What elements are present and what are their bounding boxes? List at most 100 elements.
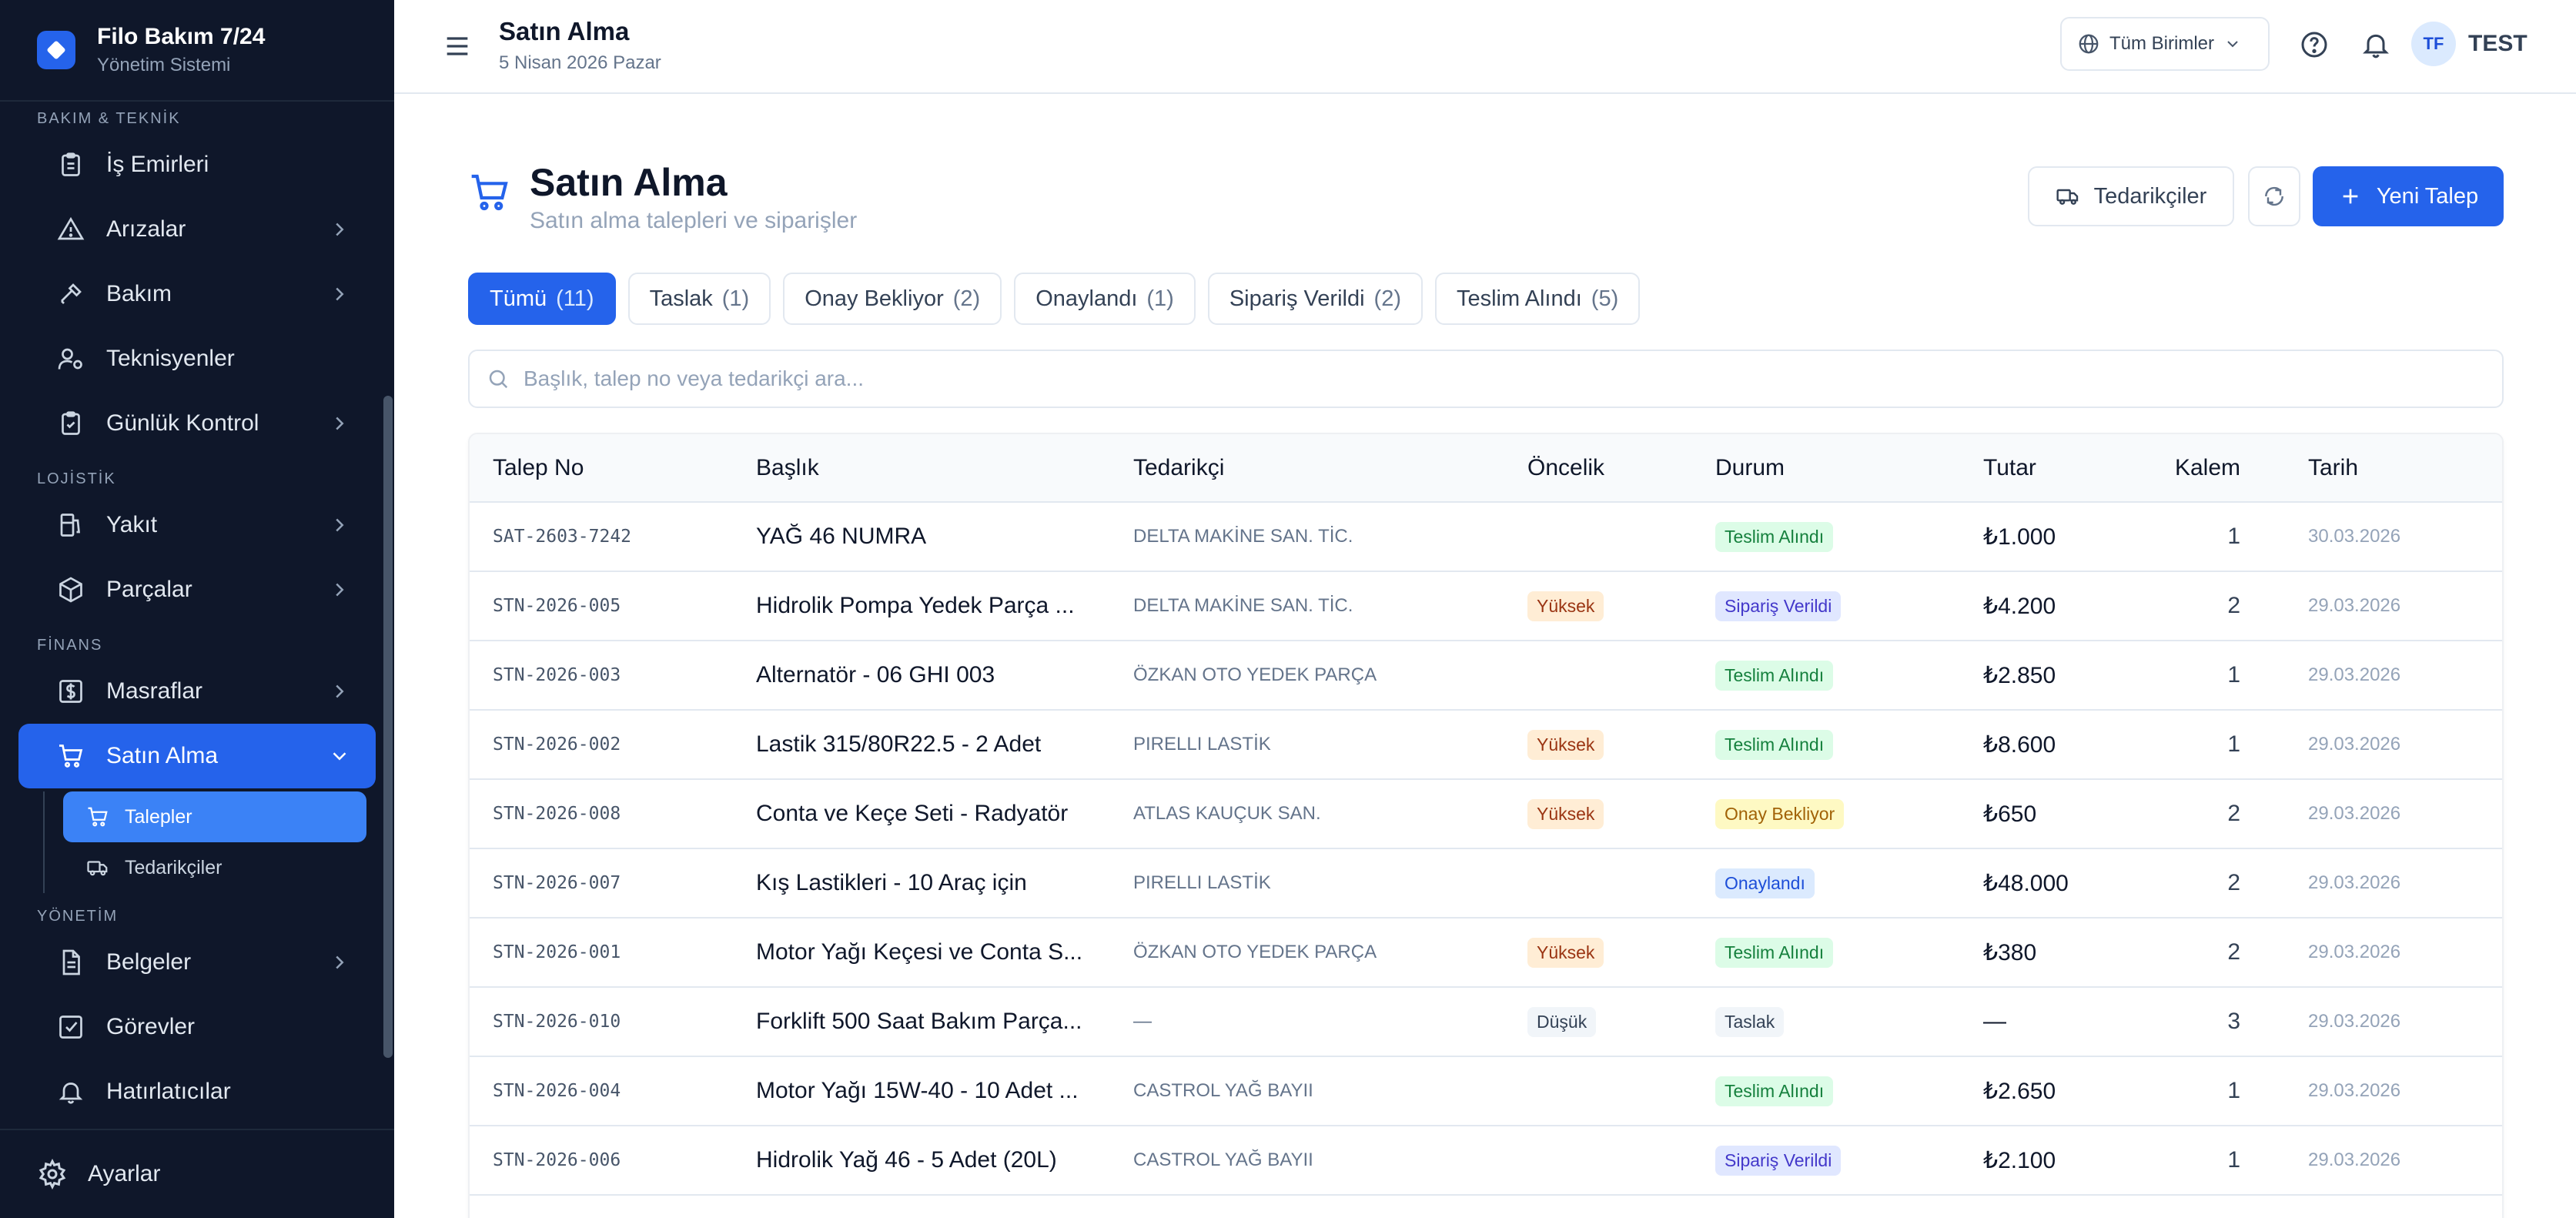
cell-date: 29.03.2026 xyxy=(2285,918,2502,988)
column-header-title[interactable]: Başlık xyxy=(733,434,1110,503)
user-name[interactable]: TEST xyxy=(2468,31,2527,56)
sidebar-scrollbar[interactable] xyxy=(383,396,393,1058)
cell-status xyxy=(1692,1195,1960,1218)
menu-icon[interactable] xyxy=(442,31,473,62)
sidebar-item-yakit[interactable]: Yakıt xyxy=(18,493,376,557)
brand[interactable]: Filo Bakım 7/24 Yönetim Sistemi xyxy=(0,0,394,102)
table-row[interactable] xyxy=(470,1195,2502,1218)
tab-onay-bekliyor[interactable]: Onay Bekliyor (2) xyxy=(783,273,1002,325)
section-label-bakim: BAKIM & TEKNİK xyxy=(37,110,181,127)
table-row[interactable]: STN-2026-006 Hidrolik Yağ 46 - 5 Adet (2… xyxy=(470,1126,2502,1196)
sidebar-subitem-tedarikciler[interactable]: Tedarikçiler xyxy=(63,842,366,893)
tab-count: (11) xyxy=(556,286,594,311)
sidebar: Filo Bakım 7/24 Yönetim Sistemi BAKIM & … xyxy=(0,0,394,1218)
sidebar-item-hatirlaticilar[interactable]: Hatırlatıcılar xyxy=(18,1059,376,1124)
sidebar-item-masraflar[interactable]: Masraflar xyxy=(18,659,376,724)
warning-icon xyxy=(55,214,86,245)
column-header-supplier[interactable]: Tedarikçi xyxy=(1110,434,1504,503)
sidebar-item-is-emirleri[interactable]: İş Emirleri xyxy=(18,132,376,197)
truck-icon xyxy=(87,861,108,876)
cell-date: 29.03.2026 xyxy=(2285,1056,2502,1126)
document-icon xyxy=(55,947,86,978)
new-request-button[interactable]: Yeni Talep xyxy=(2313,166,2504,226)
sidebar-item-bakim[interactable]: Bakım xyxy=(18,262,376,326)
chevron-right-icon xyxy=(336,417,344,430)
cell-no: STN-2026-002 xyxy=(470,710,733,780)
unit-select[interactable]: Tüm Birimler xyxy=(2060,17,2270,71)
sidebar-item-ayarlar[interactable]: Ayarlar xyxy=(0,1129,394,1218)
table-row[interactable]: STN-2026-007 Kış Lastikleri - 10 Araç iç… xyxy=(470,848,2502,919)
tab-teslim-alindi[interactable]: Teslim Alındı (5) xyxy=(1434,273,1641,325)
cell-priority xyxy=(1504,502,1692,572)
cell-amount: ₺380 xyxy=(1960,918,2146,988)
requests-table: Talep No Başlık Tedarikçi Öncelik Durum … xyxy=(468,433,2504,1218)
sidebar-item-label: İş Emirleri xyxy=(106,152,209,177)
table-row[interactable]: STN-2026-008 Conta ve Keçe Seti - Radyat… xyxy=(470,779,2502,849)
sidebar-subitem-talepler[interactable]: Talepler xyxy=(63,791,366,842)
column-header-status[interactable]: Durum xyxy=(1692,434,1960,503)
column-header-date[interactable]: Tarih xyxy=(2285,434,2502,503)
package-icon xyxy=(55,574,86,605)
sidebar-item-belgeler[interactable]: Belgeler xyxy=(18,930,376,995)
tab-tumu[interactable]: Tümü (11) xyxy=(468,273,616,325)
sidebar-item-arizalar[interactable]: Arızalar xyxy=(18,197,376,262)
globe-icon xyxy=(2079,34,2099,54)
sidebar-item-label: Satın Alma xyxy=(106,743,219,768)
table-row[interactable]: STN-2026-005 Hidrolik Pompa Yedek Parça … xyxy=(470,571,2502,641)
help-icon[interactable] xyxy=(2299,29,2330,60)
gear-icon xyxy=(38,1159,66,1190)
cell-title: Hidrolik Yağ 46 - 5 Adet (20L) xyxy=(733,1126,1110,1196)
clipboard-list-icon xyxy=(55,149,86,180)
table-row[interactable]: STN-2026-001 Motor Yağı Keçesi ve Conta … xyxy=(470,918,2502,988)
table-row[interactable]: SAT-2603-7242 YAĞ 46 NUMRA DELTA MAKİNE … xyxy=(470,502,2502,572)
cell-priority xyxy=(1504,1056,1692,1126)
page-title: Satın Alma xyxy=(530,161,728,204)
cell-qty: 1 xyxy=(2146,1126,2285,1196)
sidebar-item-gunluk-kontrol[interactable]: Günlük Kontrol xyxy=(18,391,376,456)
dollar-square-icon xyxy=(55,676,86,707)
suppliers-button[interactable]: Tedarikçiler xyxy=(2028,166,2234,226)
sidebar-item-satin-alma[interactable]: Satın Alma xyxy=(18,724,376,788)
column-header-qty[interactable]: Kalem xyxy=(2146,434,2285,503)
cell-date: 29.03.2026 xyxy=(2285,779,2502,849)
search-input[interactable] xyxy=(524,366,2448,391)
sidebar-item-gorevler[interactable]: Görevler xyxy=(18,995,376,1059)
cell-no: STN-2026-006 xyxy=(470,1126,733,1196)
refresh-button[interactable] xyxy=(2248,166,2300,226)
column-header-amount[interactable]: Tutar xyxy=(1960,434,2146,503)
cart-icon xyxy=(88,807,108,827)
sidebar-item-teknisyenler[interactable]: Teknisyenler xyxy=(18,326,376,391)
cell-amount: ₺2.650 xyxy=(1960,1056,2146,1126)
cell-date: 29.03.2026 xyxy=(2285,571,2502,641)
tab-onaylandi[interactable]: Onaylandı (1) xyxy=(1014,273,1196,325)
topbar-title: Satın Alma xyxy=(499,17,630,45)
cell-supplier: PIRELLI LASTİK xyxy=(1110,848,1504,919)
cell-priority xyxy=(1504,641,1692,711)
bell-icon[interactable] xyxy=(2360,29,2391,60)
sidebar-item-parcalar[interactable]: Parçalar xyxy=(18,557,376,622)
sidebar-item-label: Arızalar xyxy=(106,216,186,242)
tab-siparis-verildi[interactable]: Sipariş Verildi (2) xyxy=(1207,273,1423,325)
cell-supplier: CASTROL YAĞ BAYII xyxy=(1110,1126,1504,1196)
column-header-priority[interactable]: Öncelik xyxy=(1504,434,1692,503)
cell-qty xyxy=(2146,1195,2285,1218)
cell-supplier xyxy=(1110,1195,1504,1218)
table-row[interactable]: STN-2026-004 Motor Yağı 15W-40 - 10 Adet… xyxy=(470,1056,2502,1126)
cell-no: STN-2026-010 xyxy=(470,987,733,1057)
cell-status: Teslim Alındı xyxy=(1692,918,1960,988)
tab-taslak[interactable]: Taslak (1) xyxy=(627,273,771,325)
status-badge: Teslim Alındı xyxy=(1715,521,1834,552)
cell-title: Alternatör - 06 GHI 003 xyxy=(733,641,1110,711)
cell-qty: 1 xyxy=(2146,710,2285,780)
column-header-no[interactable]: Talep No xyxy=(470,434,733,503)
cell-date: 29.03.2026 xyxy=(2285,848,2502,919)
table-row[interactable]: STN-2026-010 Forklift 500 Saat Bakım Par… xyxy=(470,987,2502,1057)
table-row[interactable]: STN-2026-002 Lastik 315/80R22.5 - 2 Adet… xyxy=(470,710,2502,780)
hammer-icon xyxy=(55,279,86,310)
table-row[interactable]: STN-2026-003 Alternatör - 06 GHI 003 ÖZK… xyxy=(470,641,2502,711)
cell-qty: 1 xyxy=(2146,502,2285,572)
cart-icon xyxy=(55,741,86,771)
topbar: Satın Alma 5 Nisan 2026 Pazar Tüm Biriml… xyxy=(394,0,2576,94)
cell-no: STN-2026-004 xyxy=(470,1056,733,1126)
avatar[interactable]: TF xyxy=(2411,22,2456,66)
